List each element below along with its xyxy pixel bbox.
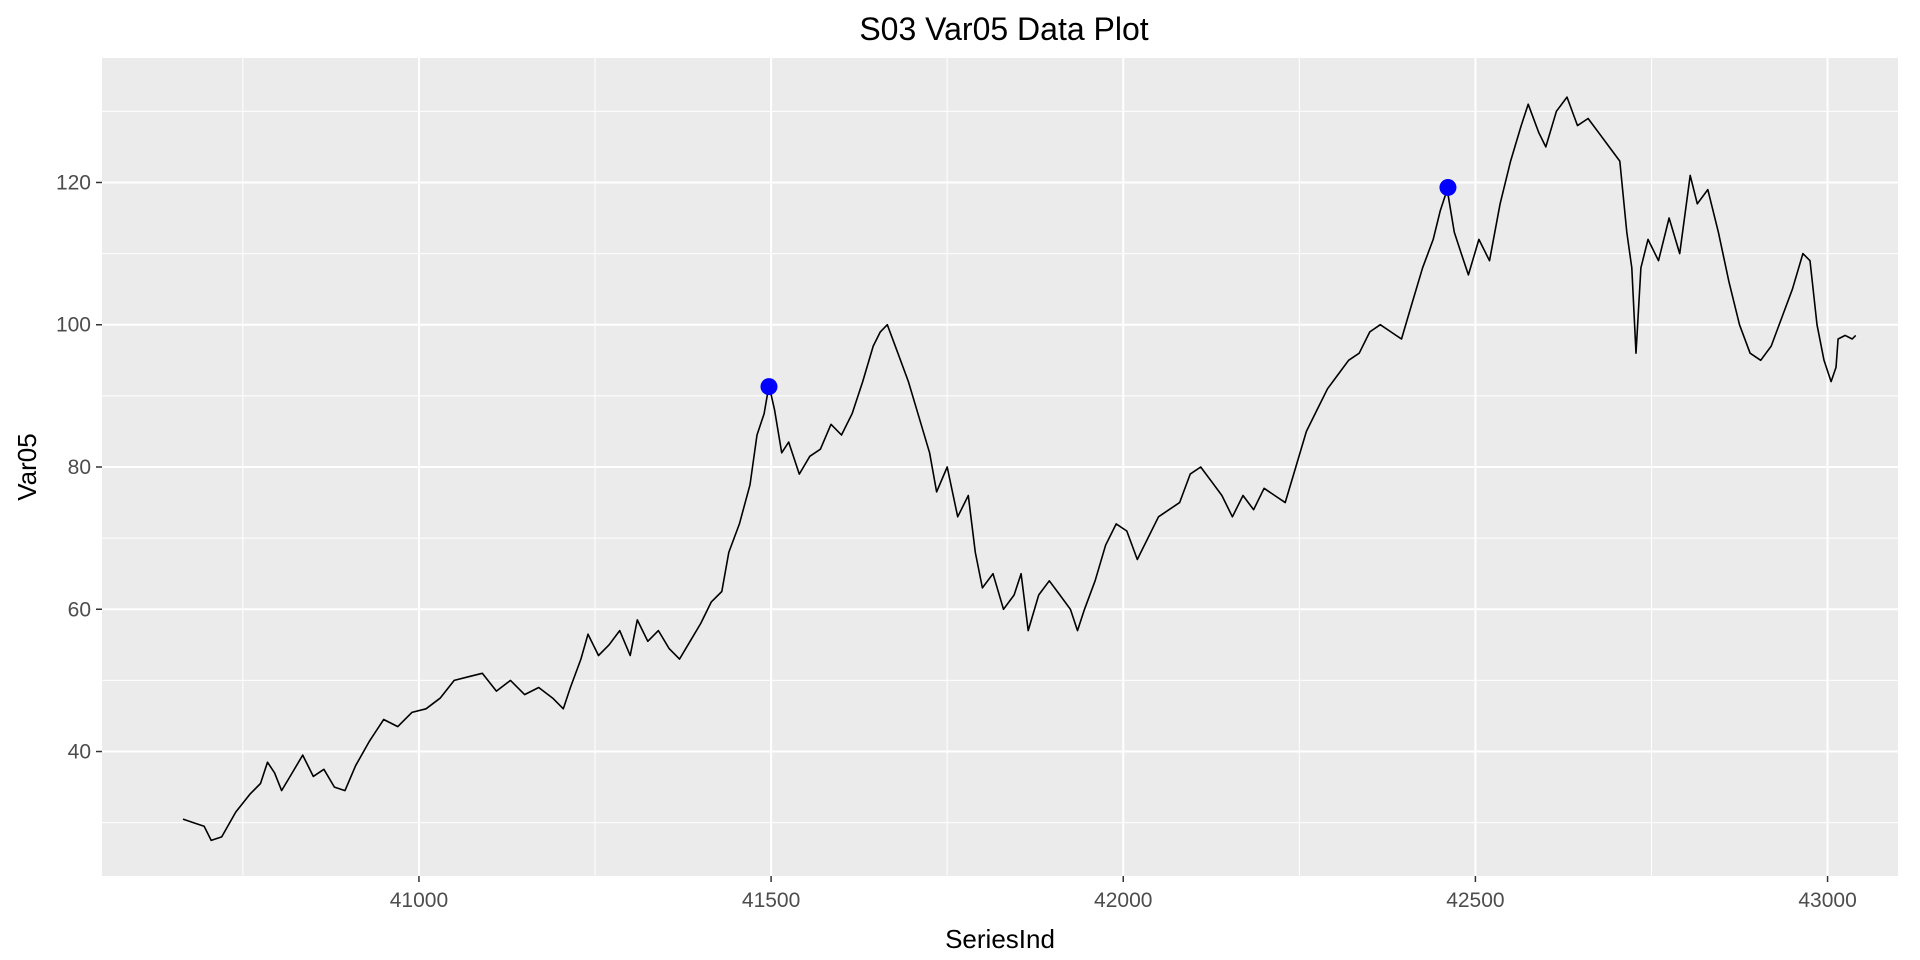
x-tick-label: 42000 <box>1094 889 1152 912</box>
y-tick-label: 100 <box>56 314 91 337</box>
highlight-point <box>760 378 778 396</box>
x-axis-title: SeriesInd <box>945 924 1055 954</box>
y-tick-label: 120 <box>56 171 91 194</box>
y-axis-title: Var05 <box>12 433 42 500</box>
series-line <box>182 96 1857 842</box>
series-layer <box>182 96 1857 842</box>
x-tick-label: 41000 <box>390 889 448 912</box>
chart-title: S03 Var05 Data Plot <box>859 11 1148 47</box>
y-tick-label: 40 <box>68 741 91 764</box>
highlight-points <box>760 178 1457 396</box>
x-tick-label: 42500 <box>1446 889 1504 912</box>
grid-lines <box>102 58 1898 876</box>
y-tick-label: 60 <box>68 598 91 621</box>
axis-ticks: 41000 41500 42000 42500 43000 40 60 80 100 120 <box>56 171 1857 912</box>
x-tick-label: 43000 <box>1798 889 1856 912</box>
y-tick-label: 80 <box>68 456 91 479</box>
x-tick-label: 41500 <box>742 889 800 912</box>
highlight-point <box>1439 178 1457 196</box>
